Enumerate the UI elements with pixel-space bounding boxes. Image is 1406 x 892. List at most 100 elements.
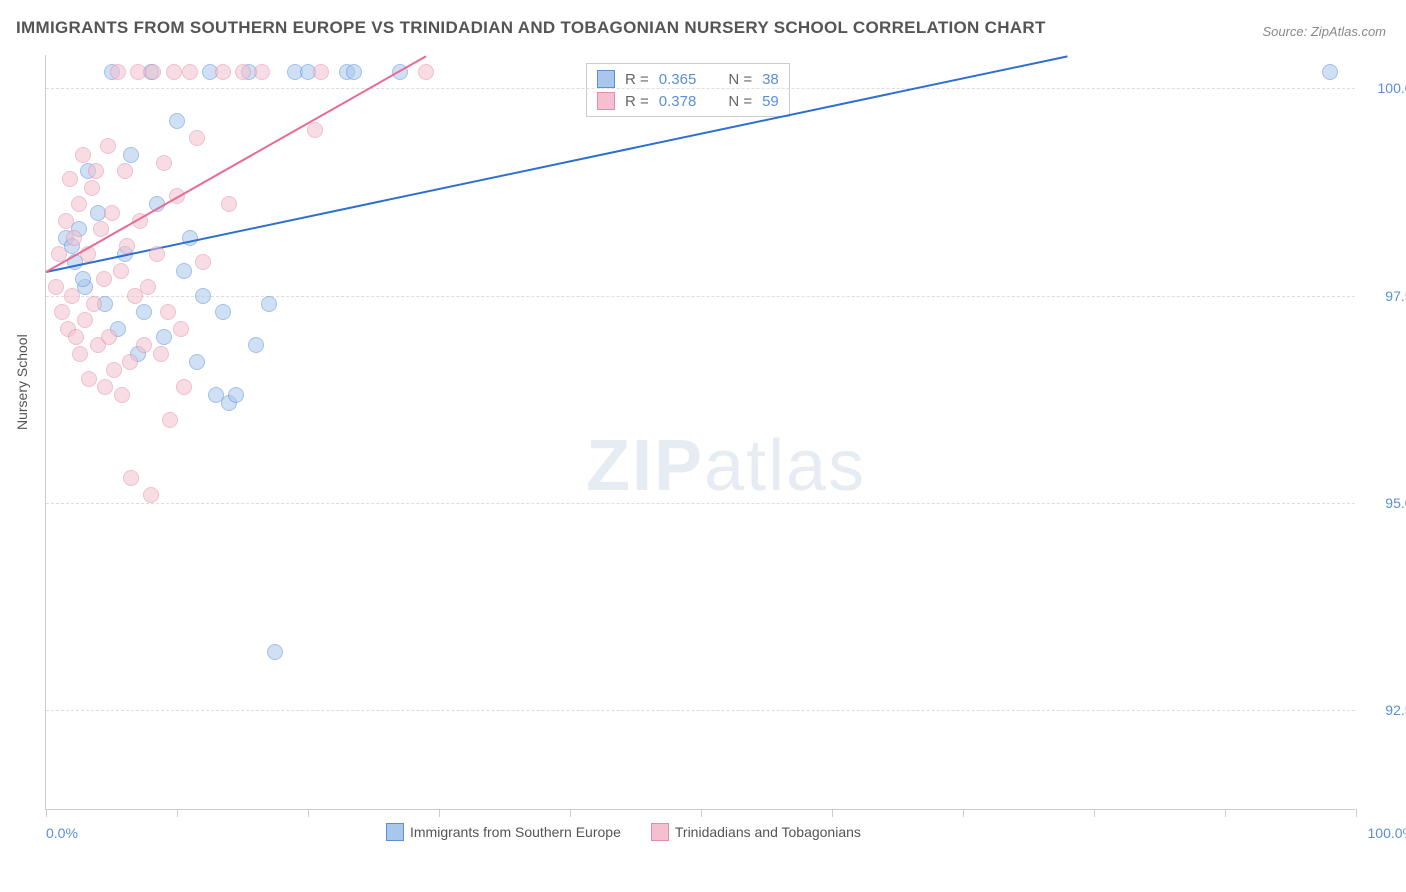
scatter-point xyxy=(93,221,109,237)
scatter-point xyxy=(307,122,323,138)
scatter-point xyxy=(84,180,100,196)
legend-swatch xyxy=(386,823,404,841)
scatter-point xyxy=(173,321,189,337)
source-label: Source: ZipAtlas.com xyxy=(1262,24,1386,39)
r-value: 0.365 xyxy=(659,71,697,88)
gridline xyxy=(46,503,1355,504)
scatter-point xyxy=(123,147,139,163)
n-value: 38 xyxy=(762,71,779,88)
scatter-point xyxy=(54,304,70,320)
scatter-point xyxy=(261,296,277,312)
n-value: 59 xyxy=(762,93,779,110)
scatter-point xyxy=(88,163,104,179)
scatter-point xyxy=(75,271,91,287)
x-tick xyxy=(832,809,833,817)
x-tick xyxy=(1356,809,1357,817)
scatter-point xyxy=(156,155,172,171)
scatter-point xyxy=(122,354,138,370)
scatter-point xyxy=(64,288,80,304)
r-value: 0.378 xyxy=(659,93,697,110)
gridline xyxy=(46,88,1355,89)
scatter-point xyxy=(58,213,74,229)
scatter-point xyxy=(153,346,169,362)
scatter-point xyxy=(101,329,117,345)
scatter-point xyxy=(114,387,130,403)
scatter-point xyxy=(136,304,152,320)
scatter-point xyxy=(143,487,159,503)
scatter-point xyxy=(66,230,82,246)
scatter-point xyxy=(156,329,172,345)
x-axis-max-label: 100.0% xyxy=(1368,825,1406,841)
legend-label: Immigrants from Southern Europe xyxy=(410,824,621,840)
scatter-point xyxy=(228,387,244,403)
scatter-point xyxy=(215,304,231,320)
watermark: ZIPatlas xyxy=(586,425,866,507)
scatter-point xyxy=(119,238,135,254)
scatter-point xyxy=(96,271,112,287)
scatter-point xyxy=(72,346,88,362)
scatter-point xyxy=(176,379,192,395)
scatter-point xyxy=(97,379,113,395)
y-tick-label: 95.0% xyxy=(1365,495,1406,511)
x-tick xyxy=(46,809,47,817)
gridline xyxy=(46,710,1355,711)
gridline xyxy=(46,296,1355,297)
scatter-point xyxy=(106,362,122,378)
n-label: N = xyxy=(728,71,752,88)
legend-swatch xyxy=(597,92,615,110)
scatter-point xyxy=(346,64,362,80)
scatter-point xyxy=(77,312,93,328)
y-tick-label: 97.5% xyxy=(1365,288,1406,304)
x-tick xyxy=(308,809,309,817)
stats-row: R = 0.365 N = 38 xyxy=(597,68,779,90)
scatter-point xyxy=(117,163,133,179)
scatter-point xyxy=(48,279,64,295)
scatter-point xyxy=(215,64,231,80)
y-tick-label: 92.5% xyxy=(1365,702,1406,718)
scatter-point xyxy=(189,354,205,370)
scatter-point xyxy=(221,196,237,212)
series-legend: Immigrants from Southern EuropeTrinidadi… xyxy=(386,823,861,841)
stats-row: R = 0.378 N = 59 xyxy=(597,90,779,112)
y-tick-label: 100.0% xyxy=(1365,80,1406,96)
r-label: R = xyxy=(625,71,649,88)
scatter-point xyxy=(248,337,264,353)
scatter-point xyxy=(104,205,120,221)
scatter-point xyxy=(162,412,178,428)
chart-title: IMMIGRANTS FROM SOUTHERN EUROPE VS TRINI… xyxy=(16,18,1046,38)
legend-swatch xyxy=(597,70,615,88)
scatter-point xyxy=(81,371,97,387)
y-axis-label: Nursery School xyxy=(14,334,30,430)
scatter-point xyxy=(195,254,211,270)
scatter-point xyxy=(130,64,146,80)
scatter-point xyxy=(1322,64,1338,80)
plot-area: ZIPatlas R = 0.365N = 38R = 0.378N = 59 … xyxy=(45,55,1355,810)
scatter-point xyxy=(254,64,270,80)
scatter-point xyxy=(182,64,198,80)
x-tick xyxy=(963,809,964,817)
x-tick xyxy=(177,809,178,817)
scatter-point xyxy=(418,64,434,80)
scatter-point xyxy=(149,246,165,262)
scatter-point xyxy=(71,196,87,212)
scatter-point xyxy=(86,296,102,312)
x-tick xyxy=(439,809,440,817)
scatter-point xyxy=(176,263,192,279)
scatter-point xyxy=(169,113,185,129)
scatter-point xyxy=(189,130,205,146)
scatter-point xyxy=(145,64,161,80)
scatter-point xyxy=(267,644,283,660)
scatter-point xyxy=(110,64,126,80)
scatter-point xyxy=(68,329,84,345)
legend-item: Immigrants from Southern Europe xyxy=(386,823,621,841)
scatter-point xyxy=(195,288,211,304)
x-tick xyxy=(1094,809,1095,817)
scatter-point xyxy=(113,263,129,279)
scatter-point xyxy=(140,279,156,295)
r-label: R = xyxy=(625,93,649,110)
n-label: N = xyxy=(728,93,752,110)
x-axis-min-label: 0.0% xyxy=(46,825,78,841)
scatter-point xyxy=(136,337,152,353)
scatter-point xyxy=(75,147,91,163)
scatter-point xyxy=(235,64,251,80)
